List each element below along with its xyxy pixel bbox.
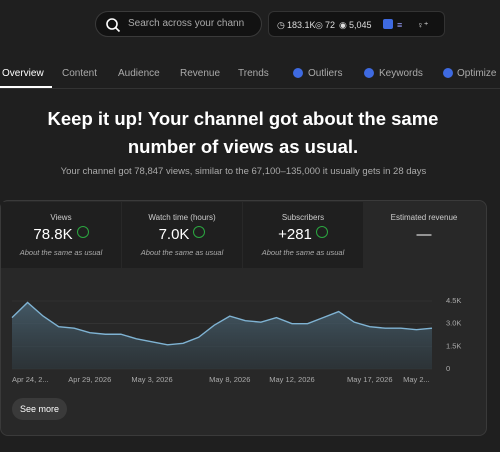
divider — [0, 88, 500, 89]
metric-label: Watch time (hours) — [148, 213, 216, 222]
stat: 5,045 — [349, 20, 372, 30]
x-tick-label: Apr 29, 2026 — [68, 375, 111, 384]
metric-note: About the same as usual — [261, 248, 345, 257]
tab[interactable]: Keywords — [379, 68, 423, 79]
y-tick-label: 3.0K — [446, 319, 461, 328]
headline: Keep it up! Your channel got about the s… — [47, 108, 439, 157]
tab[interactable]: Content — [62, 68, 98, 79]
badge — [383, 19, 393, 29]
tab-icon — [443, 68, 453, 78]
tab[interactable]: Trends — [238, 68, 269, 79]
icon: ≡ — [397, 20, 403, 30]
see-more-button[interactable]: See more — [12, 398, 67, 420]
y-tick-label: 1.5K — [446, 341, 461, 350]
metric-label: Subscribers — [281, 213, 325, 222]
icon: ◷ — [277, 20, 285, 30]
tab[interactable]: Audience — [118, 68, 160, 79]
x-tick-label: May 8, 2026 — [209, 375, 250, 384]
x-tick-label: May 17, 2026 — [347, 375, 392, 384]
check-icon — [76, 226, 89, 238]
summary: Your channel got 78,847 views, similar t… — [60, 166, 427, 177]
icon: ◉ — [339, 20, 347, 30]
metric-note: About the same as usual — [140, 248, 224, 257]
search-placeholder: Search across your chann — [128, 18, 245, 29]
tab[interactable]: Outliers — [308, 68, 343, 79]
tab-icon — [364, 68, 374, 78]
search-box[interactable]: Search across your chann — [95, 11, 262, 37]
y-tick-label: 4.5K — [446, 296, 461, 305]
metric-value: +281 — [278, 226, 312, 243]
tab-icon — [293, 68, 303, 78]
metric-value: 78.8K — [33, 226, 73, 243]
metric-value: 7.0K — [158, 226, 190, 243]
tab[interactable]: Overview — [2, 68, 44, 79]
stats-pill: ◷ 183.1K ◎ 72 ◉ 5,045 ≡ ♀⁺ — [268, 11, 445, 37]
stat: 72 — [325, 20, 336, 30]
icon[interactable]: ♀⁺ — [417, 20, 429, 30]
metric-value: — — [416, 226, 432, 243]
metric-tile[interactable]: Subscribers +281 About the same as usual — [243, 202, 363, 268]
tab[interactable]: Optimize — [457, 68, 497, 79]
check-icon — [193, 226, 206, 238]
check-icon — [315, 226, 328, 238]
tab-underline — [0, 86, 52, 88]
line — [11, 301, 433, 346]
icon: ◎ — [315, 20, 323, 30]
stat: 183.1K — [287, 20, 316, 30]
x-tick-label: May 12, 2026 — [269, 375, 314, 384]
metric-tile[interactable]: Views 78.8K About the same as usual — [1, 202, 121, 268]
metric-label: Estimated revenue — [390, 213, 458, 222]
metric-label: Views — [50, 213, 72, 222]
x-tick-label: Apr 24, 2... — [12, 375, 49, 384]
metric-tile[interactable]: Estimated revenue — — [364, 202, 484, 268]
area — [12, 302, 432, 369]
tab[interactable]: Revenue — [180, 68, 221, 79]
metric-tile[interactable]: Watch time (hours) 7.0K About the same a… — [122, 202, 242, 268]
y-tick-label: 0 — [446, 364, 450, 373]
search-icon — [106, 18, 121, 33]
metric-note: About the same as usual — [19, 248, 103, 257]
x-tick-label: May 2... — [403, 375, 430, 384]
x-tick-label: May 3, 2026 — [131, 375, 172, 384]
